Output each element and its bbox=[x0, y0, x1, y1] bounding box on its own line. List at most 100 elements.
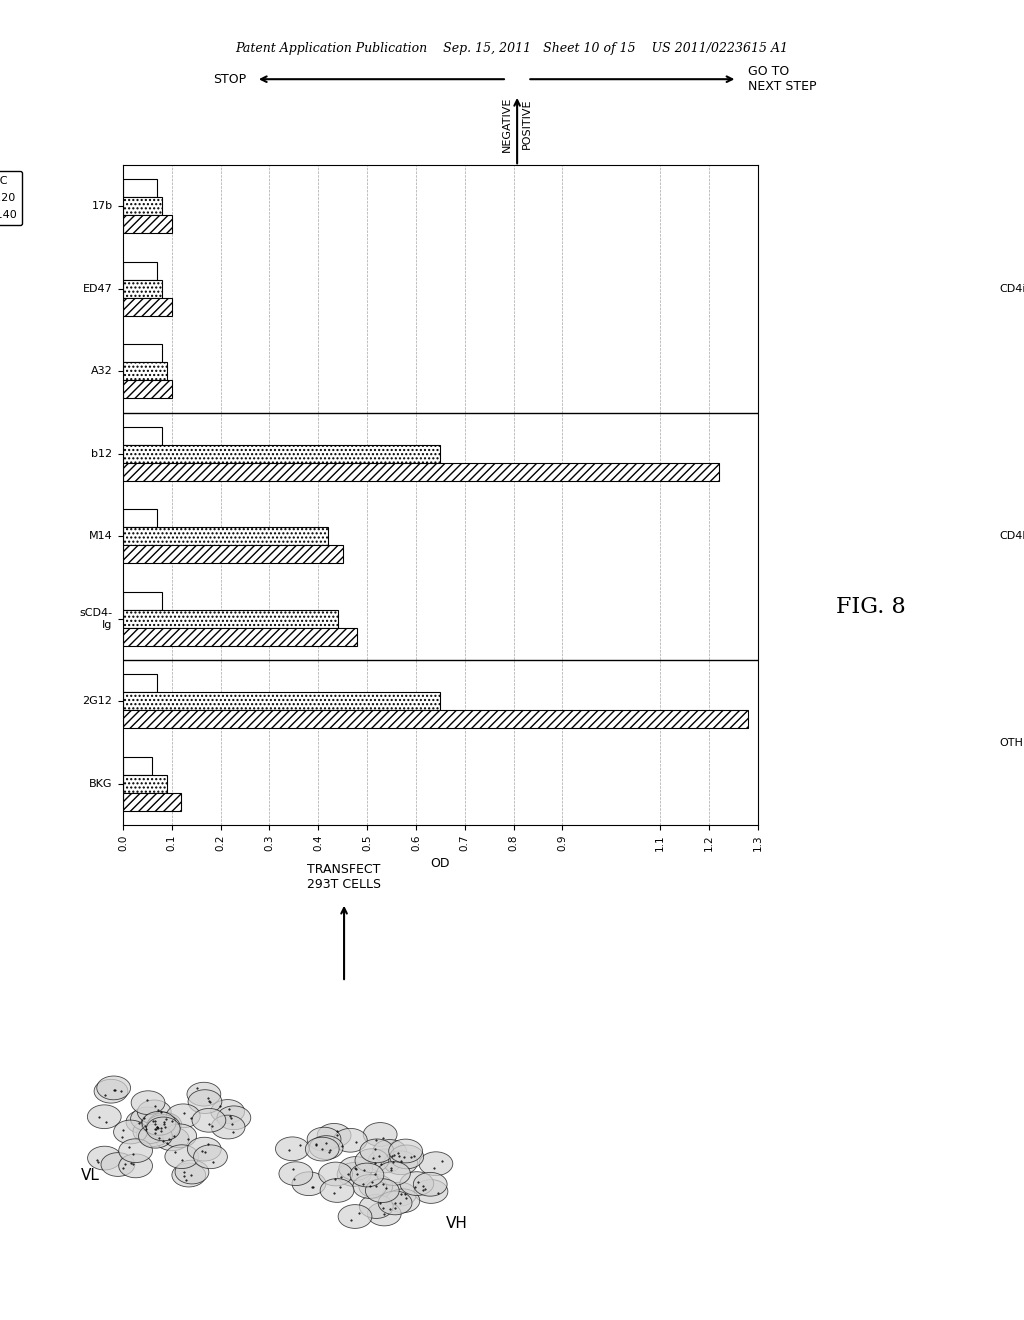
Bar bbox=[123, 180, 157, 197]
Circle shape bbox=[87, 1105, 121, 1129]
Bar bbox=[123, 591, 162, 610]
Circle shape bbox=[358, 1175, 392, 1199]
Circle shape bbox=[368, 1203, 401, 1226]
Circle shape bbox=[338, 1205, 372, 1229]
Circle shape bbox=[384, 1151, 418, 1175]
X-axis label: OD: OD bbox=[430, 857, 451, 870]
Text: NEGATIVE: NEGATIVE bbox=[502, 96, 512, 152]
Circle shape bbox=[163, 1123, 197, 1147]
Bar bbox=[123, 510, 157, 527]
Circle shape bbox=[133, 1119, 167, 1143]
Circle shape bbox=[414, 1180, 447, 1204]
Bar bbox=[123, 692, 440, 710]
Circle shape bbox=[419, 1152, 453, 1176]
Circle shape bbox=[279, 1162, 312, 1185]
Circle shape bbox=[188, 1090, 222, 1114]
Text: Patent Application Publication    Sep. 15, 2011   Sheet 10 of 15    US 2011/0223: Patent Application Publication Sep. 15, … bbox=[236, 42, 788, 55]
Circle shape bbox=[366, 1179, 399, 1203]
Circle shape bbox=[307, 1127, 341, 1151]
Text: GO TO
NEXT STEP: GO TO NEXT STEP bbox=[748, 65, 816, 94]
Circle shape bbox=[355, 1148, 389, 1172]
Legend: FLSC, gp120, Gp140: FLSC, gp120, Gp140 bbox=[0, 170, 22, 224]
Circle shape bbox=[94, 1080, 128, 1104]
Circle shape bbox=[136, 1122, 170, 1146]
Bar bbox=[123, 261, 157, 280]
Circle shape bbox=[166, 1104, 200, 1127]
Bar bbox=[123, 610, 338, 628]
Text: CD4bs: CD4bs bbox=[999, 531, 1024, 541]
Circle shape bbox=[292, 1172, 326, 1196]
Bar bbox=[123, 362, 167, 380]
Circle shape bbox=[378, 1191, 412, 1214]
Text: FIG. 8: FIG. 8 bbox=[836, 597, 905, 618]
Bar bbox=[123, 280, 162, 298]
Bar bbox=[123, 793, 181, 810]
Circle shape bbox=[137, 1100, 171, 1123]
Circle shape bbox=[334, 1129, 368, 1152]
Circle shape bbox=[414, 1172, 447, 1196]
Circle shape bbox=[360, 1139, 394, 1163]
Circle shape bbox=[131, 1107, 165, 1131]
Circle shape bbox=[373, 1139, 407, 1163]
Circle shape bbox=[337, 1163, 371, 1187]
Circle shape bbox=[88, 1146, 122, 1170]
Circle shape bbox=[318, 1162, 352, 1185]
Circle shape bbox=[317, 1123, 351, 1147]
Bar bbox=[123, 197, 162, 215]
Circle shape bbox=[275, 1137, 309, 1160]
Bar bbox=[123, 628, 357, 645]
Circle shape bbox=[119, 1154, 153, 1177]
Bar bbox=[123, 463, 719, 480]
Circle shape bbox=[350, 1163, 384, 1187]
Circle shape bbox=[175, 1160, 209, 1184]
Bar bbox=[123, 298, 172, 315]
Bar bbox=[123, 527, 328, 545]
Circle shape bbox=[172, 1163, 206, 1187]
Circle shape bbox=[390, 1144, 424, 1168]
Bar bbox=[123, 756, 153, 775]
Circle shape bbox=[165, 1144, 199, 1168]
Circle shape bbox=[131, 1090, 165, 1114]
Circle shape bbox=[142, 1111, 176, 1135]
Circle shape bbox=[119, 1139, 153, 1163]
Text: VL: VL bbox=[81, 1168, 100, 1183]
Circle shape bbox=[359, 1195, 393, 1218]
Circle shape bbox=[101, 1152, 135, 1176]
Circle shape bbox=[141, 1111, 175, 1135]
Circle shape bbox=[146, 1117, 180, 1140]
Circle shape bbox=[305, 1138, 339, 1162]
Circle shape bbox=[97, 1076, 131, 1100]
Circle shape bbox=[126, 1110, 160, 1134]
Circle shape bbox=[194, 1144, 227, 1168]
Circle shape bbox=[386, 1189, 420, 1213]
Circle shape bbox=[147, 1113, 181, 1137]
Circle shape bbox=[144, 1111, 178, 1135]
Bar bbox=[123, 545, 343, 564]
Circle shape bbox=[211, 1115, 245, 1139]
Circle shape bbox=[309, 1135, 343, 1159]
Bar bbox=[123, 675, 157, 692]
Circle shape bbox=[383, 1183, 417, 1206]
Bar bbox=[123, 380, 172, 399]
Circle shape bbox=[217, 1106, 251, 1130]
Circle shape bbox=[369, 1148, 402, 1172]
Text: STOP: STOP bbox=[213, 73, 246, 86]
Circle shape bbox=[146, 1114, 180, 1138]
Circle shape bbox=[339, 1156, 373, 1180]
Circle shape bbox=[364, 1122, 397, 1146]
Circle shape bbox=[389, 1139, 423, 1163]
Circle shape bbox=[187, 1082, 221, 1106]
Bar bbox=[123, 775, 167, 793]
Text: TRANSFECT
293T CELLS: TRANSFECT 293T CELLS bbox=[307, 863, 381, 891]
Circle shape bbox=[400, 1172, 434, 1196]
Circle shape bbox=[353, 1175, 387, 1199]
Text: POSITIVE: POSITIVE bbox=[522, 99, 532, 149]
Circle shape bbox=[321, 1179, 354, 1203]
Bar bbox=[123, 215, 172, 234]
Circle shape bbox=[377, 1162, 411, 1185]
Circle shape bbox=[193, 1109, 226, 1133]
Circle shape bbox=[187, 1138, 221, 1162]
Bar bbox=[123, 445, 440, 463]
Circle shape bbox=[114, 1121, 147, 1144]
Text: CD4i: CD4i bbox=[999, 284, 1024, 294]
